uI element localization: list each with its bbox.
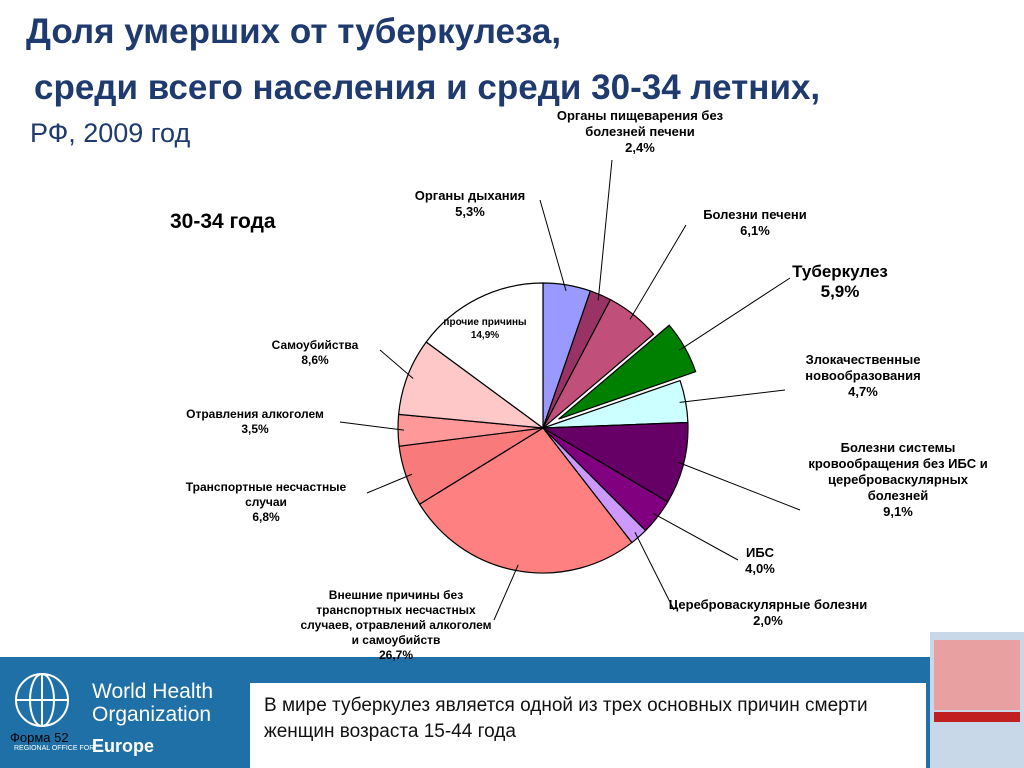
leader-line [634, 532, 675, 611]
value-label: 8,6% [301, 353, 329, 367]
who-regional: REGIONAL OFFICE FOR [14, 745, 95, 752]
book-band [934, 712, 1020, 722]
pie-slice [418, 427, 633, 574]
category-label: Внешние причины без транспортных несчаст… [300, 588, 492, 647]
slice-label: Болезни печени 6,1% [670, 207, 840, 239]
title: Доля умерших от туберкулеза, [26, 12, 562, 51]
book-map [934, 640, 1020, 710]
leader-line [493, 564, 519, 621]
category-label: Туберкулез [792, 262, 888, 281]
value-label: 3,5% [241, 422, 269, 436]
value-label: 6,1% [740, 223, 770, 238]
category-label: Самоубийства [271, 338, 359, 352]
category-label: Болезни системы кровообращения без ИБС и… [808, 440, 988, 503]
title: среди всего населения и среди 30-34 летн… [34, 68, 821, 107]
who-name: Organization [92, 703, 212, 726]
who-logo [15, 673, 69, 727]
footer-text: В мире туберкулез является одной из трех… [250, 683, 926, 768]
leader-line [379, 349, 414, 379]
subtitle: РФ, 2009 год [30, 118, 191, 148]
category-label: Злокачественные новообразования [805, 352, 921, 383]
form-label: Форма 52 [10, 730, 69, 745]
pie-slice [540, 421, 689, 503]
category-label: Транспортные несчастные случаи [185, 480, 347, 509]
value-label: 4,7% [848, 384, 878, 399]
leader-line [539, 199, 567, 292]
slice-label: Внешние причины без транспортных несчаст… [296, 588, 496, 663]
value-label: 2,4% [625, 140, 655, 155]
slice-label: ИБС 4,0% [720, 545, 800, 577]
who-name: World Health [92, 680, 213, 703]
category-label: Отравления алкоголем [186, 407, 324, 421]
value-label: 2,0% [753, 613, 783, 628]
slice-label: Туберкулез 5,9% [755, 262, 925, 302]
leader-line [679, 277, 791, 351]
chart-title: 30-34 года [170, 210, 276, 233]
leader-line [339, 421, 405, 431]
slice-label: Органы дыхания 5,3% [385, 188, 555, 220]
leader-line [597, 159, 613, 301]
leader-line [652, 512, 739, 561]
pie-slice [425, 282, 544, 430]
pie-slice [542, 298, 655, 429]
slice-label: Самоубийства 8,6% [240, 338, 390, 368]
slice-label: Транспортные несчастные случаи 6,8% [166, 480, 366, 525]
leader-line [629, 224, 687, 320]
leader-line [366, 473, 413, 494]
value-label: 5,9% [820, 282, 860, 301]
slice-label: Цереброваскулярные болезни 2,0% [668, 597, 868, 629]
value-label: 6,8% [252, 510, 280, 524]
who-europe: Europe [92, 736, 155, 756]
value-label: 5,3% [455, 204, 485, 219]
slice-label: Болезни системы кровообращения без ИБС и… [798, 440, 998, 520]
value-label: 9,1% [883, 504, 913, 519]
value-label: 26,7% [378, 648, 414, 662]
value-label: 14,9% [470, 330, 500, 341]
leader-line [679, 389, 786, 403]
category-label: Органы дыхания [414, 188, 526, 203]
category-label: прочие причины [443, 317, 527, 328]
category-label: ИБС [746, 545, 774, 560]
value-label: 4,0% [745, 561, 775, 576]
leader-line [677, 461, 801, 511]
slice-label: Злокачественные новообразования 4,7% [773, 352, 953, 400]
slice-label: Органы пищеварения без болезней печени 2,… [540, 108, 740, 156]
category-label: Цереброваскулярные болезни [668, 597, 868, 612]
slice-label: Отравления алкоголем 3,5% [165, 407, 345, 437]
category-label: Органы пищеварения без болезней печени [556, 108, 724, 139]
slice-label: прочие причины 14,9% [415, 316, 555, 342]
category-label: Болезни печени [703, 207, 807, 222]
